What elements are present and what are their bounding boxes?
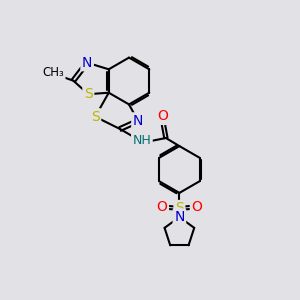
Text: O: O (157, 110, 168, 123)
Text: S: S (84, 87, 93, 101)
Text: N: N (133, 114, 143, 128)
Text: NH: NH (133, 134, 151, 147)
Text: S: S (175, 202, 184, 215)
Text: O: O (191, 200, 202, 214)
Text: S: S (91, 110, 100, 124)
Text: O: O (157, 200, 167, 214)
Text: CH₃: CH₃ (42, 66, 64, 79)
Text: N: N (82, 56, 92, 70)
Text: N: N (174, 210, 184, 224)
